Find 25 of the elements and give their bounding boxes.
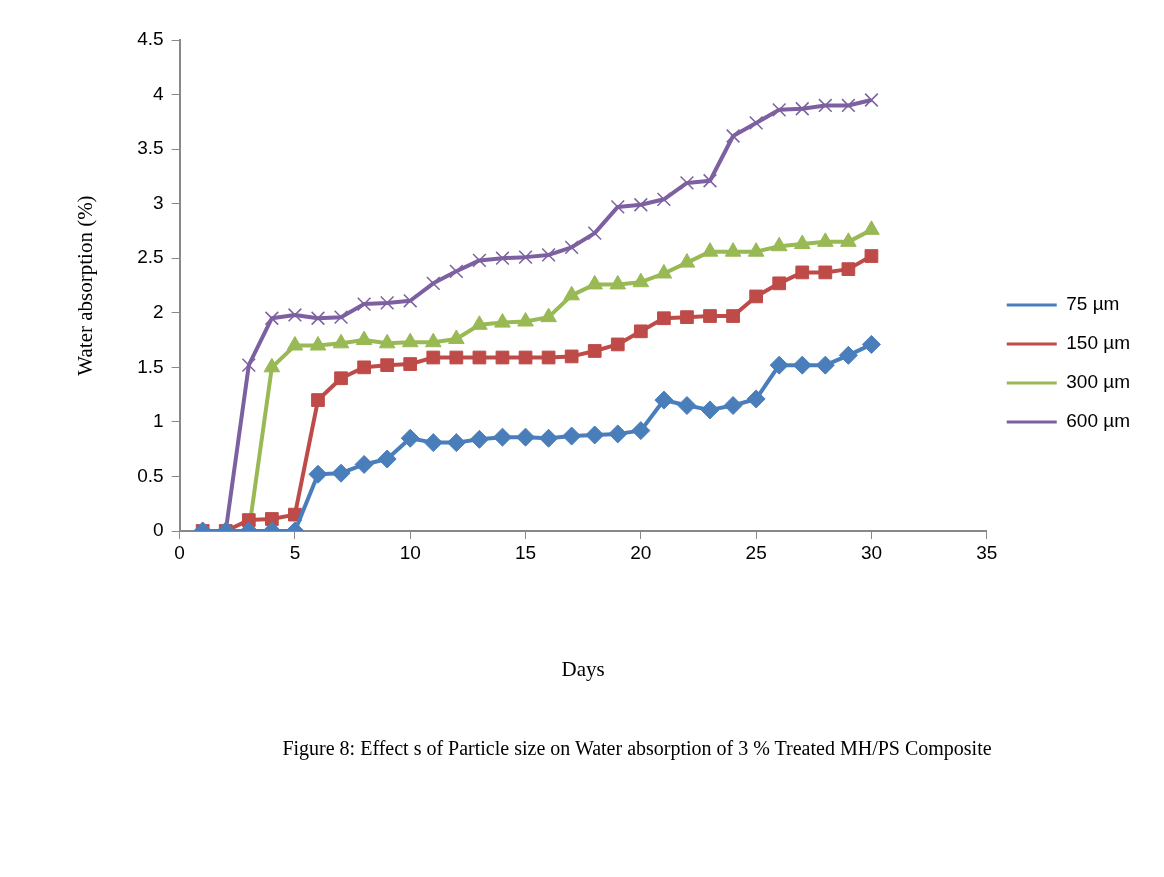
y-tick-label: 3.5 <box>137 137 164 159</box>
x-tick-label: 35 <box>976 541 998 563</box>
y-tick-label: 3 <box>153 191 164 213</box>
y-tick-label: 2.5 <box>137 246 164 268</box>
legend-label: 300 µm <box>1066 371 1131 393</box>
legend-label: 600 µm <box>1066 410 1131 432</box>
caption: Figure 8: Effect s of Particle size on Water absorption of 3 % Treated MH/PS Composite <box>282 737 992 761</box>
x-tick-label: 10 <box>399 541 421 563</box>
x-tick-label: 30 <box>860 541 883 563</box>
x-tick-label: 0 <box>174 541 185 563</box>
x-tick-label: 5 <box>289 541 301 563</box>
y-tick-label: 4 <box>153 82 165 104</box>
x-axis-title: Days <box>561 656 605 681</box>
x-tick-label: 25 <box>745 541 767 563</box>
x-tick-label: 15 <box>514 541 537 563</box>
y-axis-title: Water absorption (%) <box>73 195 98 376</box>
legend-label: 150 µm <box>1066 332 1131 354</box>
y-tick-label: 0.5 <box>137 464 164 486</box>
y-tick-label: 1 <box>153 410 164 432</box>
y-tick-label: 0 <box>153 519 164 541</box>
legend-label: 75 µm <box>1066 293 1120 315</box>
y-tick-label: 4.5 <box>137 28 164 50</box>
y-tick-label: 2 <box>153 301 164 323</box>
y-tick-label: 1.5 <box>137 355 164 377</box>
x-tick-label: 20 <box>630 541 652 563</box>
